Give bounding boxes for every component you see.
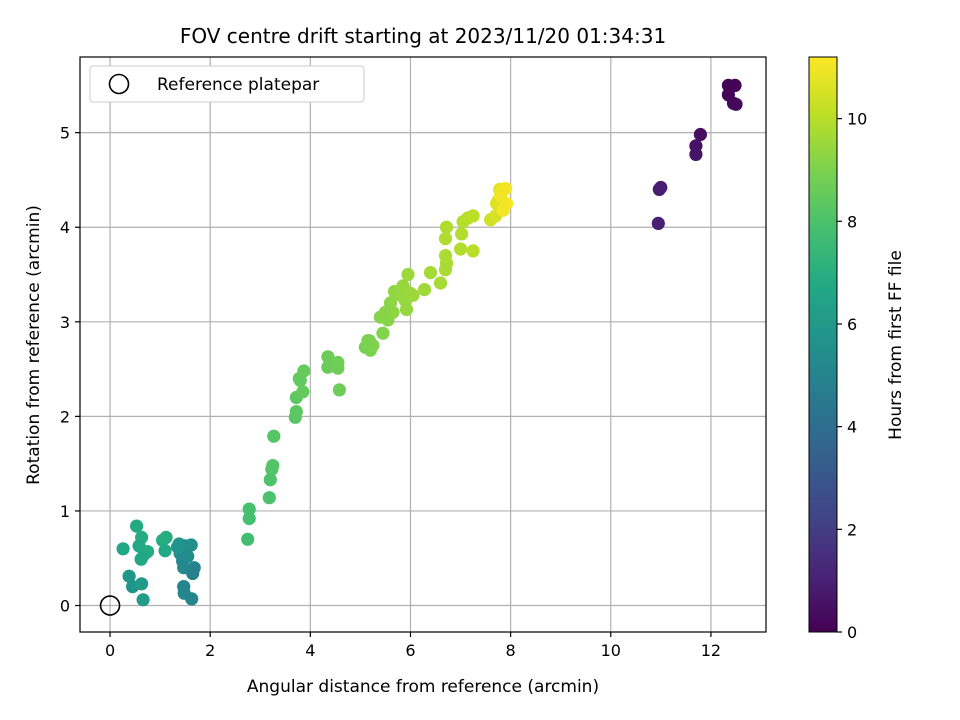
colorbar-tick-label: 6 bbox=[847, 315, 857, 334]
data-point bbox=[423, 266, 438, 280]
data-point bbox=[159, 530, 173, 545]
x-tick-label: 0 bbox=[105, 641, 115, 660]
legend-marker bbox=[108, 73, 130, 95]
data-point bbox=[171, 540, 185, 554]
data-point bbox=[262, 491, 276, 505]
y-axis-label: Rotation from reference (arcmin) bbox=[24, 205, 44, 485]
data-point bbox=[185, 592, 199, 606]
plot-frame bbox=[79, 56, 767, 633]
legend-box bbox=[89, 65, 365, 103]
x-axis-label: Angular distance from reference (arcmin) bbox=[247, 677, 599, 697]
data-point bbox=[454, 242, 468, 256]
data-point bbox=[496, 203, 510, 217]
data-point bbox=[289, 405, 303, 419]
data-point bbox=[242, 511, 256, 526]
data-point bbox=[266, 459, 280, 473]
data-point bbox=[332, 383, 346, 397]
data-point bbox=[296, 385, 310, 399]
chart-title: FOV centre drift starting at 2023/11/20 … bbox=[180, 24, 666, 48]
colorbar-tick-label: 4 bbox=[847, 418, 857, 437]
data-point bbox=[689, 147, 703, 161]
data-point bbox=[455, 227, 469, 241]
data-point bbox=[158, 544, 172, 558]
data-point bbox=[417, 283, 432, 297]
x-tick-label: 10 bbox=[601, 641, 621, 660]
data-point bbox=[241, 532, 255, 546]
legend-label: Reference platepar bbox=[157, 75, 319, 95]
data-point bbox=[135, 577, 149, 591]
data-point bbox=[130, 519, 144, 533]
y-tick-label: 5 bbox=[60, 124, 70, 143]
colorbar-tick-label: 10 bbox=[847, 110, 867, 129]
data-point bbox=[331, 355, 345, 370]
colorbar-ticks: 0 2 4 6 8 10 bbox=[837, 110, 867, 642]
data-point bbox=[652, 182, 666, 196]
data-point bbox=[406, 288, 420, 302]
data-point bbox=[401, 267, 415, 282]
data-point bbox=[439, 220, 454, 234]
colorbar-gradient bbox=[808, 56, 838, 633]
colorbar-label: Hours from first FF file bbox=[886, 250, 906, 440]
data-point bbox=[321, 350, 335, 364]
x-tick-label: 6 bbox=[405, 641, 415, 660]
data-point bbox=[136, 593, 150, 607]
y-tick-label: 0 bbox=[60, 597, 70, 616]
data-point bbox=[184, 538, 198, 552]
data-point bbox=[116, 542, 130, 556]
data-point bbox=[122, 569, 136, 583]
data-point bbox=[242, 502, 256, 516]
data-point bbox=[267, 429, 281, 443]
y-tick-label: 1 bbox=[60, 502, 70, 521]
x-tick-label: 8 bbox=[506, 641, 516, 660]
reference-marker bbox=[99, 595, 121, 616]
data-point bbox=[494, 188, 508, 202]
y-tick-label: 4 bbox=[60, 218, 70, 237]
data-point bbox=[466, 209, 480, 223]
data-point bbox=[376, 326, 390, 340]
data-points bbox=[116, 78, 743, 607]
data-point bbox=[263, 473, 277, 487]
data-point bbox=[651, 216, 665, 230]
grid bbox=[80, 57, 766, 632]
data-point bbox=[321, 360, 335, 374]
data-point bbox=[438, 249, 453, 263]
data-point bbox=[433, 276, 448, 290]
x-tick-label: 2 bbox=[205, 641, 215, 660]
y-tick-label: 2 bbox=[60, 407, 70, 426]
data-point bbox=[362, 334, 376, 348]
data-point bbox=[297, 364, 311, 378]
legend: Reference platepar bbox=[89, 65, 365, 103]
y-tick-label: 3 bbox=[60, 313, 70, 332]
data-point bbox=[728, 78, 742, 92]
colorbar-tick-label: 8 bbox=[847, 212, 857, 231]
data-point bbox=[399, 302, 414, 317]
data-point bbox=[466, 244, 480, 258]
data-point bbox=[729, 97, 743, 111]
colorbar: 0 2 4 6 8 10 Hours from first FF file bbox=[808, 56, 906, 642]
data-point bbox=[438, 232, 453, 246]
colorbar-tick-label: 0 bbox=[847, 623, 857, 642]
x-tick-label: 4 bbox=[305, 641, 315, 660]
data-point bbox=[693, 127, 708, 142]
data-point bbox=[386, 305, 400, 319]
data-point bbox=[134, 552, 148, 566]
x-tick-label: 12 bbox=[701, 641, 721, 660]
data-point bbox=[186, 566, 200, 581]
colorbar-tick-label: 2 bbox=[847, 520, 857, 539]
